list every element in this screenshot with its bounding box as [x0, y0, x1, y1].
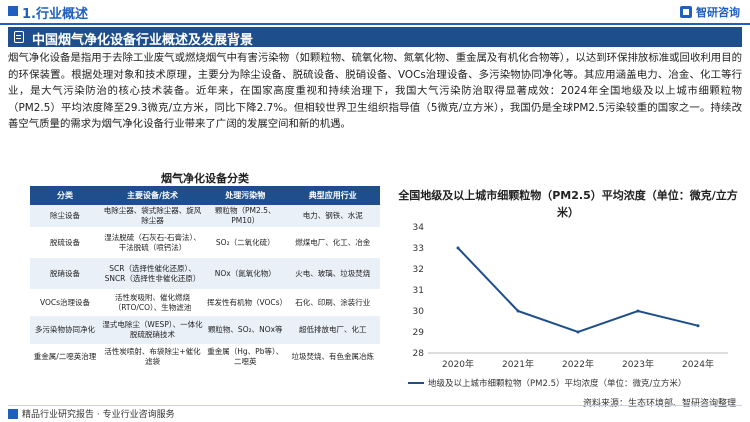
table-cell: SO₂（二氧化硫） [205, 227, 286, 258]
table-cell: VOCs治理设备 [30, 289, 100, 316]
table-cell: 电除尘器、袋式除尘器、旋风除尘器 [100, 205, 205, 227]
x-tick-label: 2022年 [562, 358, 594, 370]
pm25-line-chart: 28 29 30 31 32 33 34 2020年 2021年 2022年 2023年 2024年地… [408, 223, 728, 389]
table-cell: 燃煤电厂、化工、冶金 [285, 227, 380, 258]
source-note: 资料来源：生态环境部、智研咨询整理 [582, 399, 736, 409]
pm25-data-point [576, 330, 580, 334]
x-tick-label: 2023年 [622, 358, 654, 370]
brand-name: 智研咨询 [696, 6, 740, 19]
table-cell: 颗粒物（PM2.5、PM10） [205, 205, 286, 227]
pm25-chart: 28 29 30 31 32 33 34 2020年 2021年 2022年 2023年 2024年地… [398, 185, 738, 407]
pm25-data-point [636, 309, 640, 313]
pm25-data-point [696, 324, 700, 328]
table-row: 重金属/二噁英治理 活性炭喷射、布袋除尘+催化滤袋 重金属（Hg、Pb等）、二噁英垃… [30, 344, 380, 369]
table-cell: NOx（氮氧化物） [205, 258, 286, 289]
table-cell: 除尘设备 [30, 205, 100, 227]
table-cell: 石化、印刷、涂装行业 [285, 289, 380, 316]
legend-label: 地级及以上城市细颗粒物（PM2.5）平均浓度（单位：微克/立方米） [428, 378, 686, 389]
table-row: 脱硫设备 湿法脱硫（石灰石-石膏法）、干法脱硫（喷钙法） SO₂（二氧化硫） 燃煤电厂… [30, 227, 380, 258]
brand-logo[interactable]: 智研咨询 [680, 3, 740, 21]
x-tick-label: 2020年 [442, 358, 474, 370]
footer-divider [8, 405, 742, 406]
footer-marker-icon [8, 409, 18, 419]
table-cell: 重金属（Hg、Pb等）、二噁英 [205, 344, 286, 369]
page-title: 中国烟气净化设备行业概述及发展背景 [32, 33, 254, 48]
x-tick-label: 2024年 [682, 358, 714, 370]
table-header-cell: 典型应用行业 [285, 186, 380, 205]
table-cell: 颗粒物、SO₂、NOx等 [205, 316, 286, 344]
table-cell: 垃圾焚烧、有色金属冶炼 [285, 344, 380, 369]
equipment-classification-table: 分类 主要设备/技术 处理污染物 典型应用行业 除尘设备 电除尘器、袋式除尘器、旋… [30, 186, 380, 369]
intro-paragraph: 烟气净化设备是指用于去除工业废气或燃烧烟气中有害污染物（如颗粒物、硫氧化物、氮氧… [8, 50, 742, 133]
table-cell: 脱硫设备 [30, 227, 100, 258]
table-row: 除尘设备 电除尘器、袋式除尘器、旋风除尘器 颗粒物（PM2.5、PM10） 电力、钢铁… [30, 205, 380, 227]
table-cell: 火电、玻璃、垃圾焚烧 [285, 258, 380, 289]
table-header-cell: 分类 [30, 186, 100, 205]
table-header-cell: 主要设备/技术 [100, 186, 205, 205]
table-title: 烟气净化设备分类 [161, 172, 249, 185]
y-tick-label: 30 [413, 307, 425, 317]
table-cell: 多污染物协同净化 [30, 316, 100, 344]
table-cell: 脱硝设备 [30, 258, 100, 289]
table-cell: 活性炭吸附、催化燃烧（RTO/CO）、生物滤池 [100, 289, 205, 316]
table-row: 脱硝设备 SCR（选择性催化还原）、SNCR（选择性非催化还原） NOx（氮氧化物）… [30, 258, 380, 289]
x-tick-label: 2021年 [502, 358, 534, 370]
page-banner: 中国烟气净化设备行业概述及发展背景 [8, 27, 742, 48]
footer-text: 精品行业研究报告 · 专业行业咨询服务 [22, 410, 175, 420]
top-bar: 1.行业概述 智研咨询 [0, 0, 750, 24]
table-cell: 重金属/二噁英治理 [30, 344, 100, 369]
y-tick-label: 33 [413, 244, 424, 254]
y-tick-label: 28 [413, 349, 425, 359]
header-divider [0, 23, 750, 25]
table-cell: SCR（选择性催化还原）、SNCR（选择性非催化还原） [100, 258, 205, 289]
y-tick-label: 29 [413, 328, 425, 338]
table-cell: 湿法脱硫（石灰石-石膏法）、干法脱硫（喷钙法） [100, 227, 205, 258]
section-marker-icon [8, 6, 18, 16]
pm25-data-point [516, 309, 520, 313]
table-cell: 活性炭喷射、布袋除尘+催化滤袋 [100, 344, 205, 369]
table-header-cell: 处理污染物 [205, 186, 286, 205]
document-icon [14, 31, 24, 43]
table-row: VOCs治理设备 活性炭吸附、催化燃烧（RTO/CO）、生物滤池 挥发性有机物（VO… [30, 289, 380, 316]
y-tick-label: 32 [413, 265, 424, 275]
table-cell: 湿式电除尘（WESP）、一体化脱硫脱硝技术 [100, 316, 205, 344]
brand-logo-icon [680, 6, 692, 18]
table-cell: 超低排放电厂、化工 [285, 316, 380, 344]
y-tick-label: 31 [413, 286, 424, 296]
chart-title: 全国地级及以上城市细颗粒物（PM2.5）平均浓度（单位：微克/立方米） [398, 189, 738, 219]
table-cell: 电力、钢铁、水泥 [285, 205, 380, 227]
table-header-row: 分类 主要设备/技术 处理污染物 典型应用行业 [30, 186, 380, 205]
y-tick-label: 34 [413, 223, 425, 233]
table-cell: 挥发性有机物（VOCs） [205, 289, 287, 316]
intro-text: 烟气净化设备是指用于去除工业废气或燃烧烟气中有害污染物（如颗粒物、硫氧化物、氮氧… [8, 52, 742, 130]
table-row: 多污染物协同净化 湿式电除尘（WESP）、一体化脱硫脱硝技术 颗粒物、SO₂、NOx… [30, 316, 380, 344]
pm25-data-point [456, 246, 460, 250]
pm25-series-line [457, 247, 699, 334]
section-title: 1.行业概述 [22, 7, 88, 22]
